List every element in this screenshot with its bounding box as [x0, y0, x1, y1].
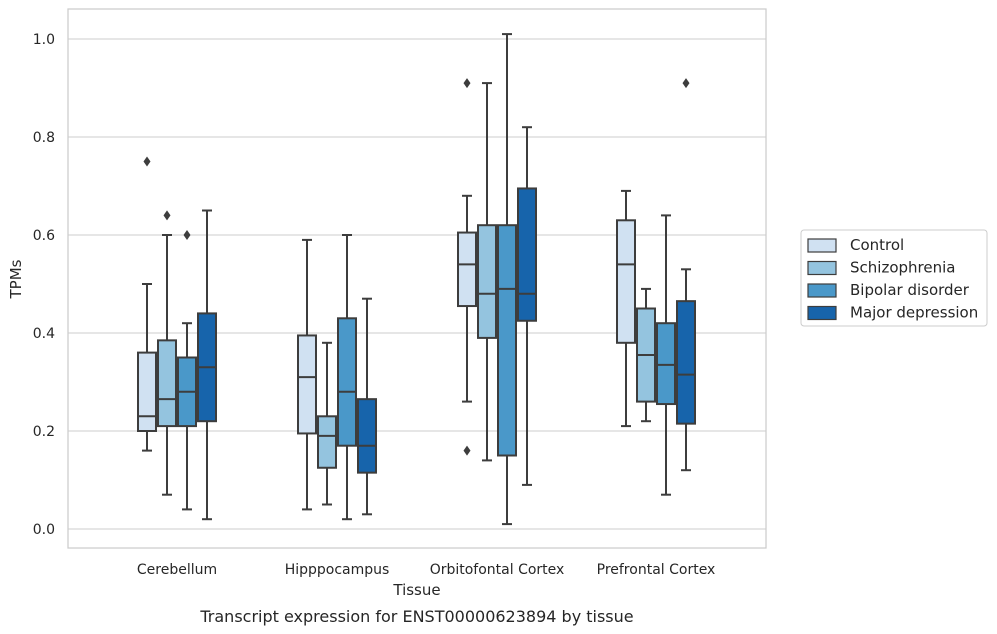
legend-swatch — [807, 283, 837, 298]
box-bipolar-disorder — [656, 214, 676, 496]
legend-items: Control Schizophrenia Bipolar disorder Majo… — [807, 236, 978, 322]
outlier-point — [682, 78, 690, 89]
legend-item: Schizophrenia — [807, 259, 955, 277]
box-body — [477, 224, 497, 339]
outlier-point — [163, 210, 171, 221]
box-major-depression — [357, 297, 377, 516]
figure-caption: Transcript expression for ENST0000062389… — [199, 607, 633, 626]
y-tick-label: 0.2 — [33, 424, 55, 440]
y-tick-label: 0.0 — [33, 522, 55, 538]
box-group-cerebellum — [137, 156, 217, 521]
box-body — [457, 231, 477, 308]
box-schizophrenia — [477, 82, 497, 462]
x-tick-label: Cerebellum — [137, 562, 217, 578]
plot-frame — [67, 8, 767, 549]
box-groups — [137, 33, 696, 526]
legend: Control Schizophrenia Bipolar disorder Majo… — [800, 229, 988, 327]
y-axis-label: TPMs — [7, 259, 25, 299]
legend-swatch — [807, 238, 837, 253]
box-control — [457, 78, 477, 456]
legend-label: Control — [850, 236, 904, 254]
legend-label: Schizophrenia — [850, 259, 955, 277]
y-tick-labels: 0.0 0.2 0.4 0.6 0.8 1.0 — [33, 32, 55, 538]
x-axis-label: Tissue — [392, 581, 440, 599]
box-control — [137, 156, 157, 452]
box-schizophrenia — [636, 287, 656, 423]
box-bipolar-disorder — [177, 230, 197, 511]
box-body — [497, 224, 517, 457]
y-tick-label: 0.4 — [33, 326, 55, 342]
box-body — [676, 300, 696, 425]
legend-swatch — [807, 305, 837, 321]
box-body — [517, 187, 537, 322]
box-body — [317, 415, 337, 469]
box-body — [297, 334, 317, 435]
legend-frame — [800, 229, 988, 327]
box-schizophrenia — [157, 210, 177, 496]
outlier-point — [463, 78, 471, 89]
box-body — [616, 219, 636, 344]
box-body — [137, 351, 157, 433]
grid-lines — [68, 38, 766, 530]
legend-item: Control — [807, 236, 904, 254]
box-control — [297, 238, 317, 511]
outlier-point — [143, 156, 151, 167]
box-major-depression — [676, 78, 696, 472]
y-tick-label: 0.8 — [33, 130, 55, 146]
box-body — [157, 339, 177, 428]
box-body — [337, 317, 357, 447]
legend-item: Bipolar disorder — [807, 281, 970, 299]
box-body — [656, 322, 676, 406]
x-tick-labels: Cerebellum Hipppocampus Orbitofontal Corte… — [137, 562, 715, 578]
y-tick-label: 0.6 — [33, 228, 55, 244]
x-tick-label: Hipppocampus — [285, 562, 390, 578]
outlier-point — [463, 445, 471, 456]
box-group-prefrontal-cortex — [616, 78, 696, 496]
box-major-depression — [517, 126, 537, 486]
x-tick-label: Prefrontal Cortex — [597, 562, 716, 578]
legend-swatch — [807, 260, 837, 276]
legend-label: Bipolar disorder — [850, 281, 970, 299]
legend-item: Major depression — [807, 304, 978, 322]
x-tick-label: Orbitofontal Cortex — [430, 562, 565, 578]
legend-label: Major depression — [850, 304, 978, 322]
y-tick-label: 1.0 — [33, 32, 55, 48]
outlier-point — [183, 230, 191, 240]
box-schizophrenia — [317, 341, 337, 506]
box-control — [616, 189, 636, 428]
box-major-depression — [197, 209, 217, 521]
box-bipolar-disorder — [337, 234, 357, 521]
box-body — [357, 398, 377, 474]
box-group-hipppocampus — [297, 234, 377, 521]
box-group-orbitofontal-cortex — [457, 33, 537, 526]
box-bipolar-disorder — [497, 33, 517, 526]
